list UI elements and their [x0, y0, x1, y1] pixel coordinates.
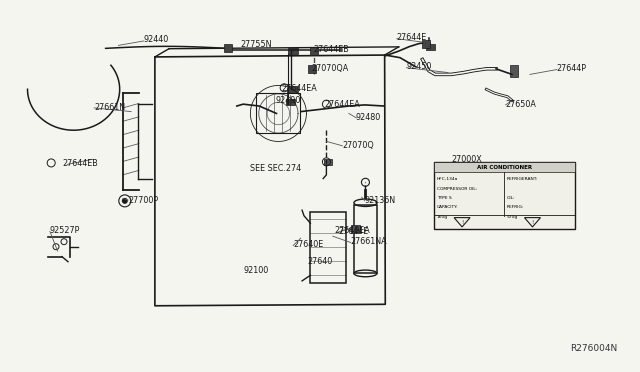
Text: !: !: [461, 219, 463, 225]
Text: 92136N: 92136N: [365, 196, 396, 205]
Text: 27755N: 27755N: [240, 40, 271, 49]
Bar: [310, 212, 346, 283]
Text: COMPRESSOR OIL:: COMPRESSOR OIL:: [437, 187, 477, 191]
Text: TYPE S: TYPE S: [437, 196, 452, 200]
Text: 27650A: 27650A: [506, 100, 536, 109]
Text: 92100: 92100: [243, 266, 268, 275]
Text: !: !: [531, 219, 534, 225]
Text: 27644EB: 27644EB: [314, 45, 349, 54]
Bar: [324, 159, 332, 165]
Text: 27644EB: 27644EB: [62, 159, 98, 168]
Text: HFC-134a: HFC-134a: [437, 177, 458, 182]
Text: SEE SEC.274: SEE SEC.274: [250, 164, 301, 173]
Text: 27644EA: 27644EA: [324, 100, 360, 109]
Text: 92450: 92450: [406, 62, 432, 71]
Bar: [286, 99, 295, 105]
Text: 27640EA: 27640EA: [334, 226, 370, 235]
Text: 27070QA: 27070QA: [312, 64, 349, 73]
Text: 160g: 160g: [437, 215, 448, 219]
Text: R276004N: R276004N: [570, 344, 618, 353]
Bar: [351, 225, 360, 233]
Text: REFRIGERANT:: REFRIGERANT:: [506, 177, 538, 182]
Text: AIR CONDITIONER: AIR CONDITIONER: [477, 164, 532, 170]
Bar: [288, 86, 298, 92]
Bar: [426, 44, 435, 49]
Bar: [288, 48, 298, 54]
Text: 27640: 27640: [307, 257, 332, 266]
Text: CAPACITY:: CAPACITY:: [437, 205, 458, 209]
Bar: [510, 65, 518, 77]
Text: 27640E: 27640E: [293, 240, 323, 249]
Bar: [434, 162, 575, 172]
Text: 27661NA: 27661NA: [351, 237, 387, 246]
Bar: [354, 205, 377, 273]
Text: 92440: 92440: [144, 35, 169, 44]
Bar: [434, 162, 575, 229]
Text: 27644E: 27644E: [338, 227, 368, 236]
Text: 27000X: 27000X: [451, 155, 482, 164]
Bar: [257, 93, 300, 134]
Text: 27644E: 27644E: [397, 33, 427, 42]
Bar: [308, 65, 316, 73]
Text: 92480: 92480: [355, 113, 380, 122]
Bar: [224, 44, 232, 52]
Text: 570g: 570g: [506, 215, 518, 219]
Text: 27700P: 27700P: [128, 196, 158, 205]
Text: 27661N: 27661N: [94, 103, 125, 112]
Bar: [422, 40, 429, 48]
Text: 27644P: 27644P: [557, 64, 587, 73]
Text: 27070Q: 27070Q: [342, 141, 374, 150]
Text: REFRIG:: REFRIG:: [506, 205, 524, 209]
Text: OIL:: OIL:: [506, 196, 515, 200]
Text: 27644EA: 27644EA: [282, 84, 317, 93]
Circle shape: [122, 198, 128, 204]
Text: 92527P: 92527P: [50, 226, 80, 235]
Text: 92490: 92490: [275, 96, 301, 105]
Bar: [310, 46, 317, 55]
